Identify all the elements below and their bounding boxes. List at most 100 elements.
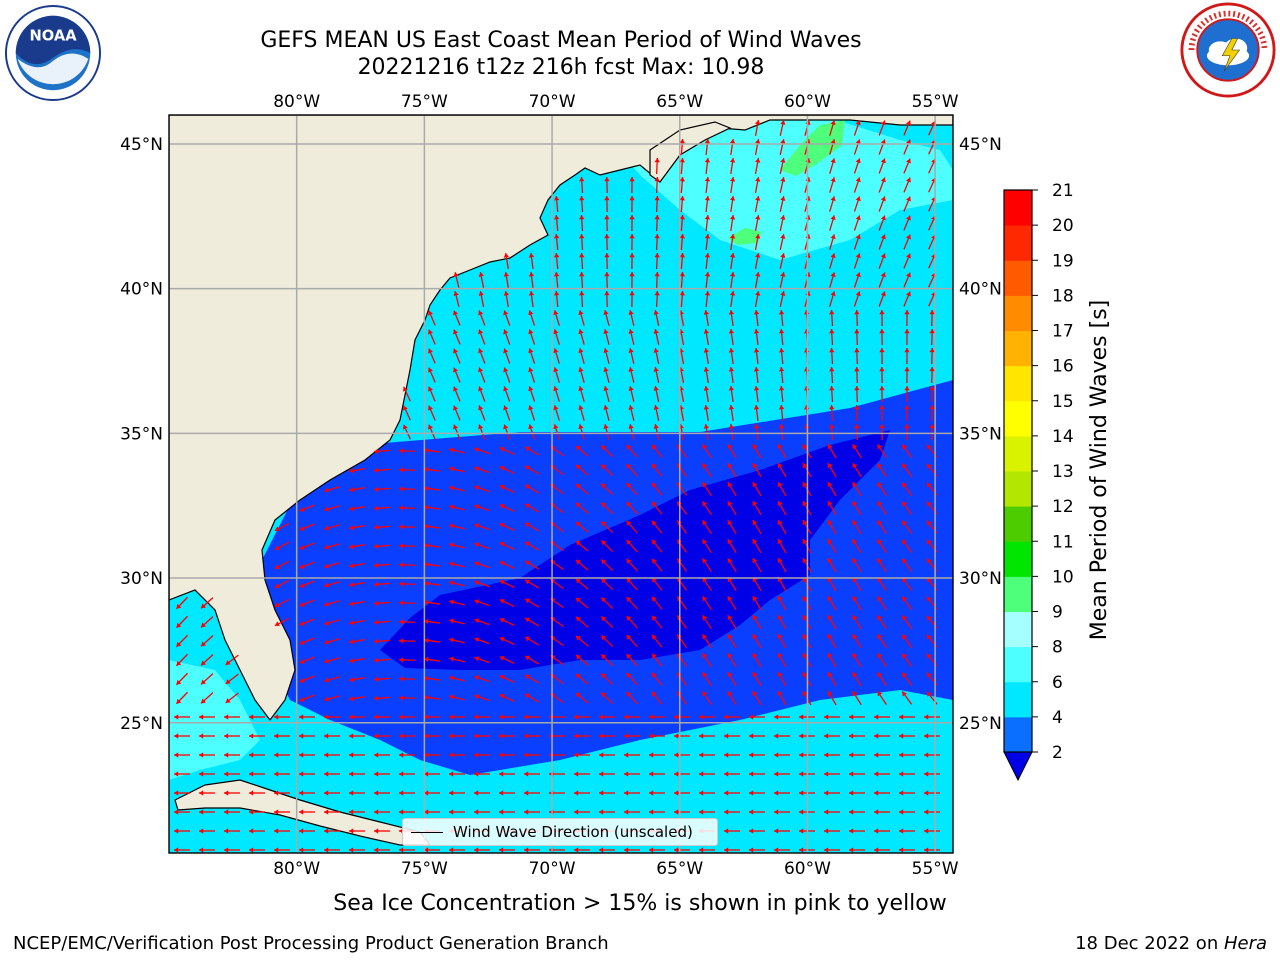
- direction-arrow: [827, 481, 837, 497]
- direction-arrow: [398, 695, 416, 701]
- nova-scotia: [649, 121, 732, 183]
- direction-arrow: [849, 828, 865, 834]
- direction-arrow: [575, 445, 589, 457]
- direction-arrow: [854, 366, 860, 384]
- direction-arrow: [827, 462, 837, 478]
- direction-arrow: [779, 139, 786, 155]
- direction-arrow: [727, 557, 737, 573]
- direction-arrow: [674, 771, 690, 777]
- direction-arrow: [904, 423, 910, 441]
- direction-arrow: [879, 328, 885, 346]
- direction-arrow: [578, 424, 585, 440]
- direction-arrow: [398, 448, 416, 454]
- direction-arrow: [175, 653, 189, 667]
- direction-arrow: [474, 714, 490, 720]
- direction-arrow: [225, 692, 239, 704]
- direction-arrow: [428, 329, 436, 345]
- direction-arrow: [903, 177, 911, 193]
- direction-arrow: [929, 328, 935, 346]
- direction-arrow: [829, 347, 835, 365]
- direction-arrow: [753, 328, 760, 346]
- direction-arrow: [901, 520, 913, 534]
- direction-arrow: [679, 290, 685, 308]
- direction-arrow: [600, 672, 614, 686]
- direction-arrow: [424, 733, 440, 739]
- direction-arrow: [651, 463, 663, 477]
- direction-arrow: [779, 120, 786, 136]
- direction-arrow: [778, 366, 785, 384]
- direction-arrow: [878, 139, 886, 155]
- lon-tick-bottom: 75°W: [401, 859, 448, 879]
- direction-arrow: [478, 272, 485, 288]
- direction-arrow: [629, 214, 635, 232]
- direction-arrow: [729, 176, 736, 194]
- direction-arrow: [724, 752, 740, 758]
- direction-arrow: [626, 615, 638, 629]
- direction-arrow: [827, 538, 837, 554]
- direction-arrow: [599, 714, 615, 720]
- direction-arrow: [453, 272, 460, 288]
- direction-arrow: [853, 139, 861, 155]
- direction-arrow: [324, 752, 340, 758]
- direction-arrow: [777, 614, 787, 630]
- direction-arrow: [852, 690, 862, 706]
- direction-arrow: [727, 519, 737, 535]
- direction-arrow: [727, 671, 737, 687]
- direction-arrow: [449, 790, 465, 796]
- direction-arrow: [574, 771, 590, 777]
- direction-arrow: [453, 310, 461, 326]
- direction-arrow: [474, 618, 490, 626]
- direction-arrow: [651, 539, 663, 553]
- direction-arrow: [878, 196, 886, 212]
- direction-arrow: [600, 520, 614, 534]
- direction-arrow: [579, 176, 585, 194]
- direction-arrow: [904, 347, 910, 365]
- direction-arrow: [524, 617, 540, 627]
- direction-arrow: [777, 443, 787, 459]
- direction-arrow: [424, 771, 440, 777]
- lon-tick-bottom: 65°W: [656, 859, 703, 879]
- direction-arrow: [727, 481, 737, 497]
- direction-arrow: [852, 500, 862, 516]
- direction-arrow: [754, 120, 761, 136]
- direction-arrow: [299, 752, 315, 758]
- direction-arrow: [651, 501, 663, 515]
- direction-arrow: [853, 253, 861, 269]
- direction-arrow: [478, 405, 486, 421]
- direction-arrow: [374, 771, 390, 777]
- direction-arrow: [901, 596, 913, 610]
- direction-arrow: [874, 847, 890, 853]
- direction-arrow: [779, 177, 786, 193]
- direction-arrow: [749, 847, 765, 853]
- direction-arrow: [524, 809, 540, 815]
- direction-arrow: [904, 309, 910, 327]
- direction-arrow: [752, 614, 762, 630]
- direction-arrow: [453, 405, 461, 421]
- direction-arrow: [654, 252, 660, 270]
- direction-arrow: [752, 443, 762, 459]
- map-title: GEFS MEAN US East Coast Mean Period of W…: [260, 28, 862, 53]
- direction-arrow: [499, 484, 515, 493]
- direction-arrow: [728, 366, 735, 384]
- direction-arrow: [852, 614, 862, 630]
- direction-arrow: [626, 444, 638, 458]
- direction-arrow: [603, 424, 610, 440]
- direction-arrow: [349, 524, 365, 531]
- direction-arrow: [423, 599, 441, 606]
- direction-arrow: [699, 733, 715, 739]
- direction-arrow: [753, 347, 760, 365]
- direction-arrow: [878, 234, 886, 250]
- direction-arrow: [874, 733, 890, 739]
- direction-arrow: [299, 694, 315, 702]
- direction-arrow: [599, 733, 615, 739]
- direction-arrow: [901, 463, 913, 477]
- direction-arrow: [474, 599, 490, 607]
- direction-arrow: [274, 790, 290, 796]
- direction-arrow: [423, 523, 441, 530]
- direction-arrow: [524, 733, 540, 739]
- direction-arrow: [175, 596, 189, 610]
- colorbar-tick-label: 17: [1052, 322, 1074, 342]
- direction-arrow: [398, 600, 416, 606]
- direction-arrow: [503, 329, 511, 345]
- direction-arrow: [624, 771, 640, 777]
